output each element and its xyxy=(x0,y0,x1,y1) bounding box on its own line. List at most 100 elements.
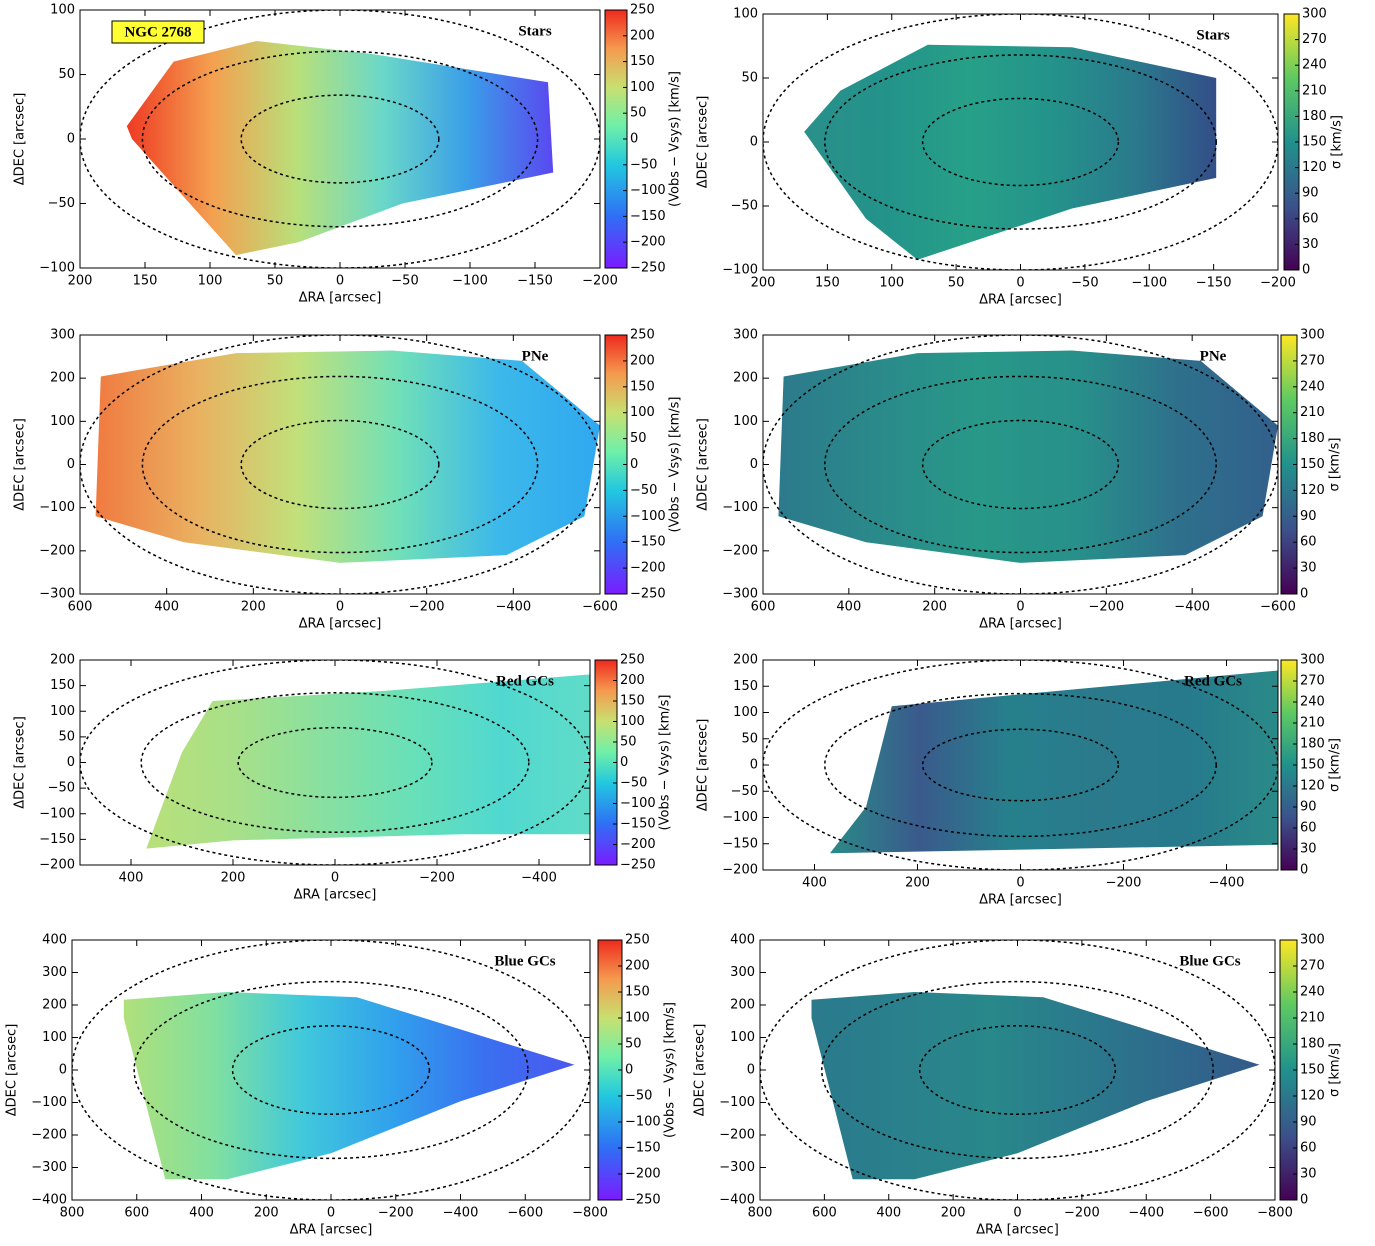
colorbar-tick-label: 150 xyxy=(630,379,655,394)
y-tick-label: 200 xyxy=(50,371,75,386)
x-tick-label: 200 xyxy=(922,600,947,615)
y-tick-label: −200 xyxy=(31,1128,67,1143)
y-tick-label: −100 xyxy=(39,261,75,276)
x-tick-label: 800 xyxy=(748,1206,773,1221)
y-tick-label: −300 xyxy=(39,587,75,602)
colorbar-tick-label: 200 xyxy=(625,959,650,974)
map-field xyxy=(811,992,1260,1180)
panel-title: Stars xyxy=(518,23,551,39)
y-axis-label: ΔDEC [arcsec] xyxy=(696,719,711,812)
isophote xyxy=(133,980,529,1160)
colorbar-tick-label: 120 xyxy=(1300,779,1325,794)
colorbar-tick-label: −50 xyxy=(630,157,657,172)
x-tick-label: 400 xyxy=(189,1206,214,1221)
colorbar-tick-label: 210 xyxy=(1300,405,1325,420)
y-tick-label: 100 xyxy=(50,3,75,18)
x-tick-label: 150 xyxy=(815,276,840,291)
map-field xyxy=(829,670,1278,854)
colorbar-tick-label: −150 xyxy=(630,535,666,550)
colorbar-tick-label: 270 xyxy=(1300,959,1325,974)
x-tick-label: 400 xyxy=(802,876,827,891)
colorbar-tick-label: 60 xyxy=(1300,1141,1317,1156)
colorbar-tick-label: 0 xyxy=(1300,1193,1308,1208)
y-tick-label: 50 xyxy=(58,67,75,82)
x-tick-label: −150 xyxy=(1196,276,1232,291)
colorbar-tick-label: 150 xyxy=(620,694,645,709)
colorbar-tick-label: 100 xyxy=(625,1011,650,1026)
colorbar-tick-label: 300 xyxy=(1300,933,1325,948)
colorbar-tick-label: 100 xyxy=(620,714,645,729)
y-tick-label: 0 xyxy=(750,135,758,150)
colorbar-tick-label: −150 xyxy=(620,817,656,832)
colorbar-tick-label: 0 xyxy=(630,457,638,472)
y-tick-label: −150 xyxy=(39,832,75,847)
colorbar-tick-label: 60 xyxy=(1300,535,1317,550)
map-field xyxy=(95,350,600,563)
x-tick-label: 0 xyxy=(331,871,339,886)
colorbar-tick-label: 50 xyxy=(625,1037,642,1052)
panel: 800 600 400 200 0 −200 −400 −600 −800−400−300−20… xyxy=(693,933,1343,1238)
colorbar-tick-label: 150 xyxy=(1302,135,1327,150)
panel: 200 150 100 50 0 −50 −100 −150 −200 −100 −50 0 50 100… xyxy=(13,3,683,306)
y-tick-label: −100 xyxy=(719,1095,755,1110)
colorbar-tick-label: 250 xyxy=(630,328,655,343)
annotation-box xyxy=(111,20,205,44)
colorbar-tick-label: −150 xyxy=(625,1141,661,1156)
panel-title: Stars xyxy=(1196,27,1229,43)
x-tick-label: −50 xyxy=(391,274,418,289)
x-tick-label: −400 xyxy=(1174,600,1210,615)
y-tick-label: 100 xyxy=(50,414,75,429)
colorbar-tick-label: 300 xyxy=(1302,7,1327,22)
colorbar-label: σ [km/s] xyxy=(1328,1043,1343,1097)
y-tick-label: 100 xyxy=(733,7,758,22)
colorbar-tick-label: 270 xyxy=(1300,674,1325,689)
colorbar-tick-label: −250 xyxy=(630,261,666,276)
y-tick-label: 400 xyxy=(42,933,67,948)
isophote xyxy=(240,94,440,184)
x-tick-label: −50 xyxy=(1071,276,1098,291)
x-tick-label: 0 xyxy=(1016,600,1024,615)
x-tick-label: −200 xyxy=(1106,876,1142,891)
isophote xyxy=(141,50,539,228)
x-tick-label: −600 xyxy=(1260,600,1296,615)
colorbar-tick-label: −50 xyxy=(630,483,657,498)
colorbar-tick-label: 60 xyxy=(1302,211,1319,226)
isophote xyxy=(918,1025,1117,1115)
isophote xyxy=(821,980,1214,1160)
colorbar-tick-label: 210 xyxy=(1300,1011,1325,1026)
x-tick-label: 200 xyxy=(941,1206,966,1221)
colorbar-tick-label: 180 xyxy=(1300,431,1325,446)
colorbar-tick-label: −200 xyxy=(630,235,666,250)
y-tick-label: −400 xyxy=(719,1193,755,1208)
colorbar-tick-label: −100 xyxy=(630,509,666,524)
colorbar-tick-label: 50 xyxy=(630,431,647,446)
x-tick-label: 200 xyxy=(905,876,930,891)
panel-title: Red GCs xyxy=(1184,673,1242,689)
colorbar-tick-label: 150 xyxy=(625,985,650,1000)
x-tick-label: 100 xyxy=(198,274,223,289)
y-tick-label: 200 xyxy=(730,998,755,1013)
map-field xyxy=(778,350,1278,563)
x-tick-label: 200 xyxy=(751,276,776,291)
isophote xyxy=(140,692,530,833)
x-tick-label: −400 xyxy=(1128,1206,1164,1221)
panel: 200 150 100 50 0 −50 −100 −150 −200 −100 −50 0 50 100… xyxy=(696,7,1345,308)
x-tick-label: −800 xyxy=(572,1206,608,1221)
colorbar-tick-label: 90 xyxy=(1302,186,1319,201)
panel: 800 600 400 200 0 −200 −400 −600 −800−400−300−20… xyxy=(5,933,678,1238)
isophote xyxy=(237,726,433,799)
y-tick-label: −200 xyxy=(39,543,75,558)
colorbar-tick-label: −200 xyxy=(625,1167,661,1182)
colorbar-tick-label: 200 xyxy=(630,28,655,43)
x-axis-label: ΔRA [arcsec] xyxy=(979,893,1062,908)
x-tick-label: −800 xyxy=(1257,1206,1293,1221)
y-tick-label: 0 xyxy=(67,457,75,472)
colorbar-tick-label: 120 xyxy=(1302,160,1327,175)
x-tick-label: 100 xyxy=(879,276,904,291)
colorbar-label: σ [km/s] xyxy=(1328,438,1343,492)
colorbar-tick-label: 30 xyxy=(1302,237,1319,252)
x-tick-label: −200 xyxy=(582,274,618,289)
panel: 600 400 200 0 −200 −400 −600−300−200−100010020… xyxy=(696,328,1343,632)
y-tick-label: −300 xyxy=(31,1160,67,1175)
colorbar-tick-label: 0 xyxy=(630,132,638,147)
